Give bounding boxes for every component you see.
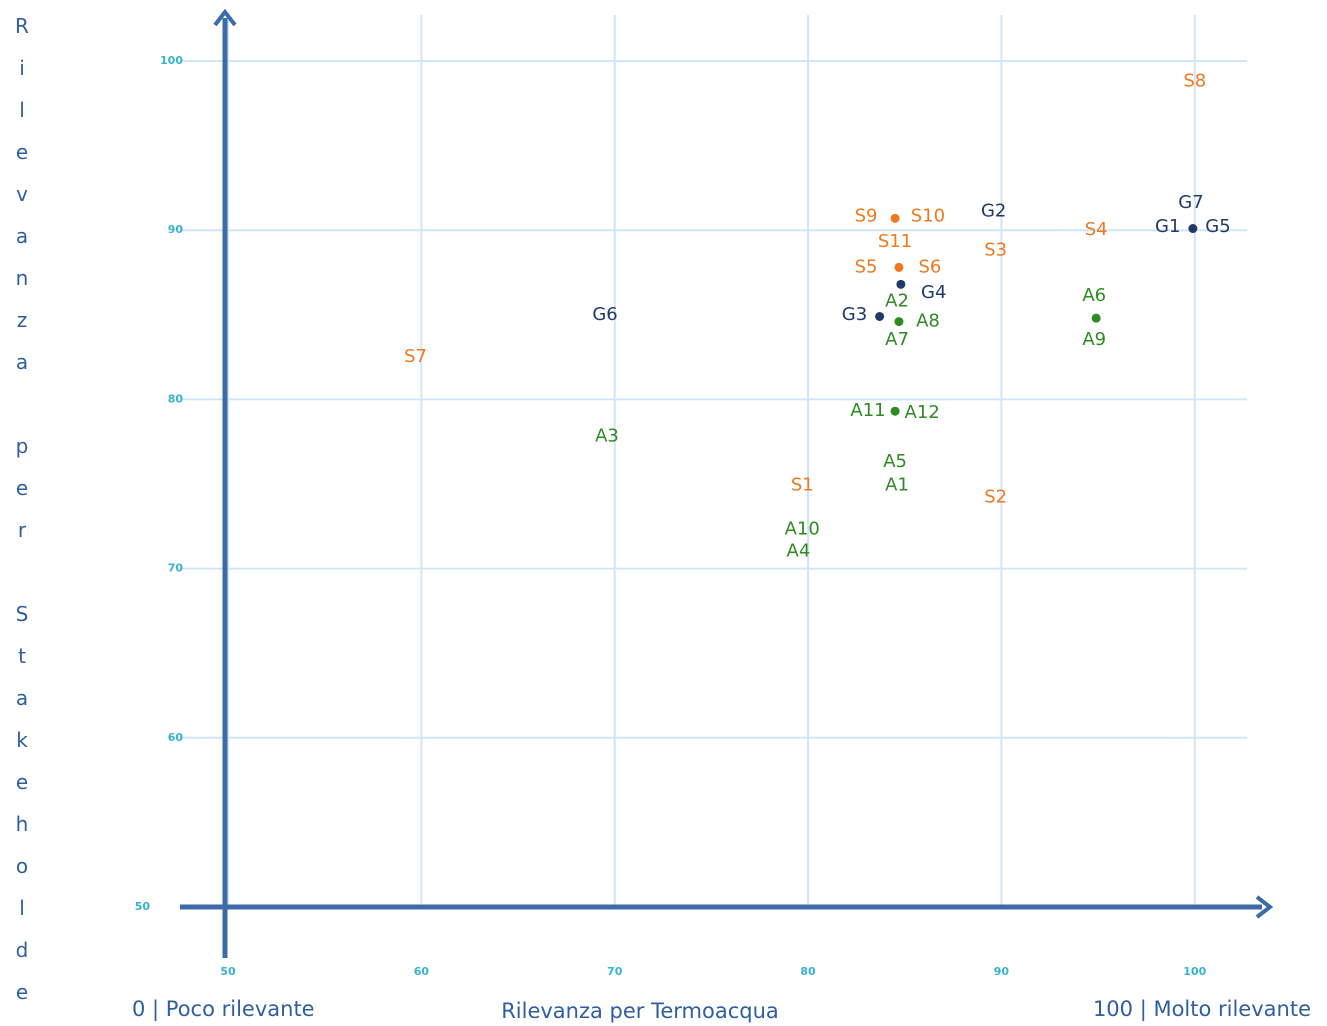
point-label: S5 bbox=[855, 256, 878, 277]
x-low-label: 0 | Poco rilevante bbox=[132, 997, 315, 1022]
point-label: S1 bbox=[791, 475, 814, 496]
point-label: A6 bbox=[1082, 285, 1106, 306]
y-tick-label: 80 bbox=[168, 392, 184, 405]
point-label: A1 bbox=[885, 475, 909, 496]
y-tick-label: 90 bbox=[168, 223, 184, 236]
y-axis-title: Rilevanza per Stakeholder bbox=[10, 14, 34, 1026]
point-dot bbox=[890, 213, 900, 223]
point-label: G6 bbox=[592, 304, 617, 325]
grid bbox=[180, 15, 1247, 908]
x-tick-label: 50 bbox=[220, 965, 236, 978]
point-dot bbox=[894, 262, 904, 272]
point-label: S9 bbox=[855, 206, 878, 227]
point-dot bbox=[1188, 224, 1198, 234]
point-label: S6 bbox=[918, 256, 941, 277]
x-tick-label: 100 bbox=[1183, 965, 1206, 978]
point-label: A11 bbox=[850, 400, 885, 421]
point-label: S10 bbox=[911, 206, 945, 227]
point-label: G5 bbox=[1205, 216, 1230, 237]
point-label: G2 bbox=[981, 201, 1006, 222]
x-axis-title: Rilevanza per Termoacqua bbox=[501, 999, 779, 1023]
y-tick-label: 60 bbox=[168, 731, 184, 744]
y-tick-label: 70 bbox=[168, 562, 184, 575]
point-dot bbox=[875, 311, 885, 321]
x-tick-label: 80 bbox=[800, 965, 816, 978]
point-label: A3 bbox=[595, 426, 619, 447]
point-label: A7 bbox=[885, 329, 909, 350]
point-label: S2 bbox=[984, 487, 1007, 508]
point-label: A2 bbox=[885, 290, 909, 311]
x-tick-label: 70 bbox=[607, 965, 623, 978]
point-dot bbox=[1091, 313, 1101, 323]
point-dot bbox=[890, 406, 900, 416]
point-label: S3 bbox=[984, 240, 1007, 261]
point-label: G4 bbox=[921, 282, 946, 303]
point-label: A5 bbox=[883, 451, 907, 472]
point-label: G3 bbox=[842, 304, 867, 325]
x-tick-label: 60 bbox=[414, 965, 430, 978]
point-label: G1 bbox=[1155, 216, 1180, 237]
x-axis-arrow bbox=[1255, 895, 1274, 919]
point-label: S11 bbox=[878, 231, 912, 252]
x-tick-label: 90 bbox=[994, 965, 1010, 978]
point-label: A8 bbox=[916, 311, 940, 332]
y-axis-arrow bbox=[213, 8, 237, 27]
x-high-label: 100 | Molto rilevante bbox=[1093, 997, 1311, 1022]
point-label: A9 bbox=[1082, 329, 1106, 350]
y-tick-label: 100 bbox=[160, 54, 183, 67]
y-tick-label: 50 bbox=[135, 900, 151, 913]
point-label: A12 bbox=[905, 402, 940, 423]
point-dot bbox=[896, 279, 906, 289]
point-label: S4 bbox=[1085, 219, 1108, 240]
point-label: G7 bbox=[1178, 192, 1203, 213]
point-label: A10 bbox=[785, 519, 820, 540]
point-label: A4 bbox=[787, 541, 811, 562]
point-label: S8 bbox=[1183, 70, 1206, 91]
point-label: S7 bbox=[404, 346, 427, 367]
point-dot bbox=[894, 317, 904, 327]
